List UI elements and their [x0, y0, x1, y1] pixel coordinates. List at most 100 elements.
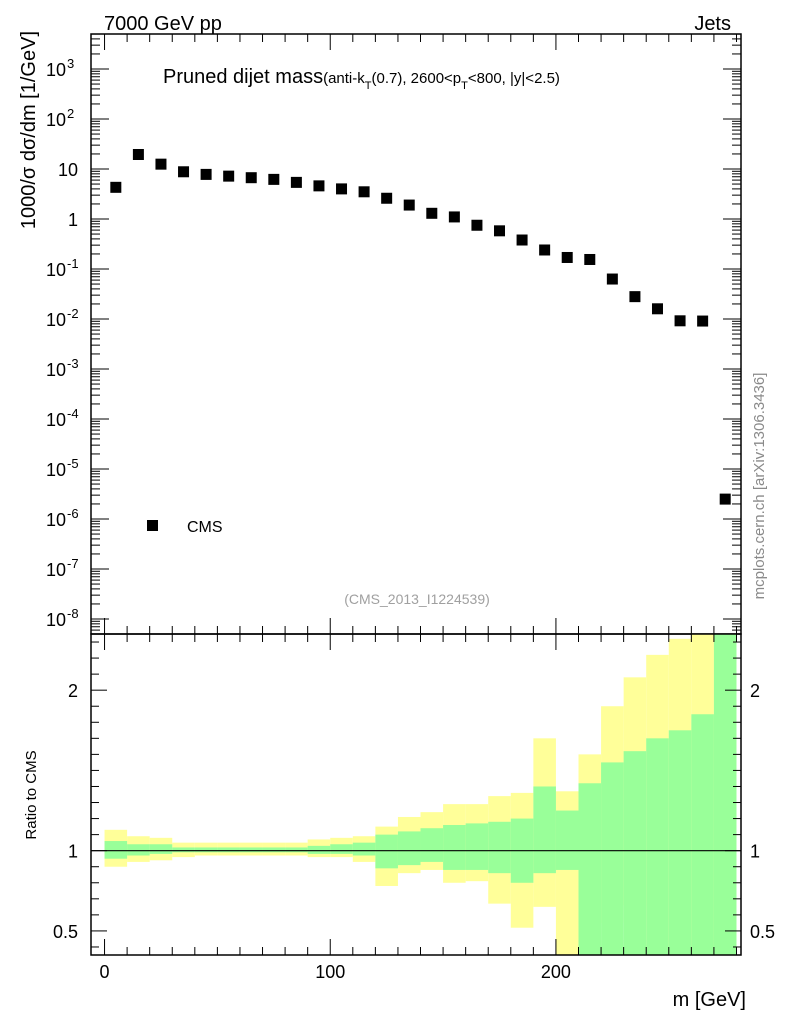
y-tick-label-6: 10: [46, 310, 66, 330]
ratio-frame: [90, 633, 742, 956]
ratio-stat-band: [194, 847, 218, 853]
data-point: [426, 207, 438, 219]
data-point: [606, 273, 618, 285]
data-point: [674, 315, 686, 327]
ratio-stat-band: [239, 847, 263, 853]
y-tick-label-9: 10: [58, 160, 78, 180]
ratio-tick-labels: 0.5 0.5 1 1 2 2: [53, 681, 775, 942]
y-tick-exp-11: 3: [67, 56, 74, 71]
y-tick-exp-6: -2: [67, 306, 79, 321]
y-tick-label-2: 10: [46, 510, 66, 530]
ratio-stat-band: [668, 730, 692, 955]
data-points: [110, 148, 731, 505]
chart-title-sub-4: T: [461, 80, 468, 92]
y-tick-label-5: 10: [46, 360, 66, 380]
ratio-tick-label-left-1: 1: [68, 842, 78, 862]
header-category-label: Jets: [694, 13, 731, 35]
data-point: [268, 173, 280, 185]
data-point: [651, 303, 663, 315]
ratio-stat-band: [352, 842, 376, 856]
ratio-stat-band: [397, 831, 421, 866]
y-tick-label-7: 10: [46, 260, 66, 280]
ratio-stat-band: [533, 786, 556, 874]
y-axis-label: 1000/σ dσ/dm [1/GeV]: [18, 31, 40, 229]
data-point: [313, 180, 325, 192]
ratio-tick-label-right-0: 0.5: [750, 922, 775, 942]
y-tick-exp-7: -1: [67, 256, 79, 271]
y-tick-exp-10: 2: [67, 106, 74, 121]
y-tick-label-11: 10: [46, 60, 66, 80]
chart-title: Pruned dijet mass(anti-kT(0.7), 2600<pT<…: [163, 66, 560, 92]
ratio-stat-band: [691, 714, 714, 955]
data-point: [719, 493, 731, 505]
data-point: [155, 158, 167, 170]
y-tick-label-1: 10: [46, 560, 66, 580]
y-tick-exp-2: -6: [67, 506, 79, 521]
ratio-stat-band: [375, 834, 398, 869]
data-point: [290, 176, 302, 188]
data-point: [561, 251, 573, 263]
ratio-stat-band: [172, 847, 195, 853]
legend-cms-marker: [147, 520, 158, 531]
x-tick-label-0: 0: [100, 962, 110, 982]
ratio-stat-band: [217, 847, 240, 853]
data-point: [448, 211, 460, 223]
ratio-stat-band: [465, 823, 489, 870]
ratio-stat-band: [262, 847, 286, 853]
ratio-stat-band: [488, 821, 511, 874]
ratio-stat-band: [149, 844, 173, 854]
analysis-id-label: (CMS_2013_I1224539): [344, 591, 490, 607]
data-point: [358, 186, 370, 198]
ratio-stat-band: [713, 634, 737, 955]
data-point: [516, 234, 528, 246]
ratio-stat-band: [307, 845, 331, 854]
y-tick-label-8: 1: [68, 210, 78, 230]
ratio-stat-band: [330, 844, 353, 854]
x-tick-label-1: 100: [315, 962, 345, 982]
y-tick-label-0: 10: [46, 610, 66, 630]
ratio-tick-label-right-2: 2: [750, 681, 760, 701]
chart-title-main: Pruned dijet mass: [163, 66, 323, 88]
chart-title-sub-5: <800, |y|<2.5): [468, 70, 560, 87]
y-tick-exp-0: -8: [67, 606, 79, 621]
data-point: [110, 181, 122, 193]
ratio-stat-band: [443, 824, 466, 870]
data-point: [471, 219, 483, 231]
chart-title-sub-3: (0.7), 2600<p: [372, 70, 462, 87]
y-tick-exp-4: -4: [67, 406, 79, 421]
data-point: [132, 148, 144, 160]
main-frame: [90, 33, 742, 635]
x-axis-label: m [GeV]: [673, 989, 746, 1011]
ratio-stat-band: [555, 810, 579, 870]
data-point: [697, 315, 709, 327]
data-point: [381, 192, 393, 204]
data-point: [223, 170, 235, 182]
y-tick-label-3: 10: [46, 460, 66, 480]
ratio-stat-band: [601, 762, 624, 955]
y-tick-label-10: 10: [46, 110, 66, 130]
ratio-tick-label-left-2: 2: [68, 681, 78, 701]
ratio-stat-band: [646, 738, 669, 955]
ratio-y-axis-label: Ratio to CMS: [23, 750, 40, 839]
data-point: [200, 168, 212, 180]
y-tick-label-4: 10: [46, 410, 66, 430]
side-watermark: mcplots.cern.ch [arXiv:1306.3436]: [751, 373, 768, 600]
ratio-stat-band: [127, 844, 150, 856]
legend-cms-label: CMS: [187, 519, 223, 536]
ratio-tick-label-left-0: 0.5: [53, 922, 78, 942]
data-point: [629, 291, 641, 303]
ratio-stat-band: [104, 841, 128, 859]
y-tick-exp-5: -3: [67, 356, 79, 371]
chart-title-sub-1: (anti-k: [323, 70, 365, 87]
data-point: [178, 166, 190, 178]
data-point: [539, 244, 551, 256]
data-point: [245, 172, 257, 184]
main-axis-ticks: [91, 33, 741, 634]
ratio-tick-label-right-1: 1: [750, 842, 760, 862]
ratio-bands: [104, 634, 737, 955]
ratio-stat-band: [578, 783, 602, 955]
data-point: [403, 199, 415, 211]
data-point: [494, 225, 506, 237]
